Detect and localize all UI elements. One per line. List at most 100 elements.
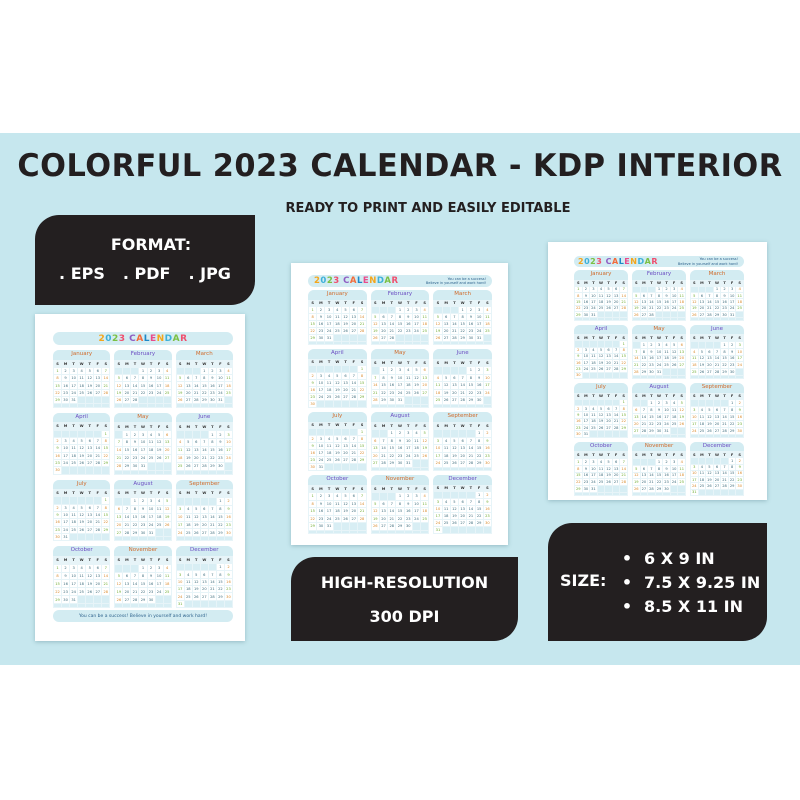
day-cell: 6 <box>184 375 192 382</box>
day-cell: 28 <box>208 593 216 600</box>
day-cell: 21 <box>131 588 139 596</box>
month-name: October <box>308 475 367 485</box>
empty-cell <box>678 434 685 437</box>
day-cell: 7 <box>450 314 459 321</box>
day-cell: 20 <box>459 513 467 520</box>
day-cell: 12 <box>450 445 459 452</box>
day-cell: 7 <box>192 375 200 382</box>
empty-cell <box>582 399 590 406</box>
day-cell: 11 <box>663 348 670 355</box>
empty-cell <box>333 366 341 373</box>
day-cell: 23 <box>62 389 70 397</box>
day-cell: 31 <box>590 311 597 318</box>
weekday-label: T <box>131 490 139 497</box>
empty-cell <box>163 604 171 607</box>
weekday-label: M <box>379 422 388 429</box>
day-cell: 30 <box>475 397 483 404</box>
day-cell: 30 <box>216 462 224 470</box>
empty-cell <box>590 341 597 347</box>
day-cell: 28 <box>379 460 388 467</box>
empty-cell <box>691 286 698 293</box>
day-cell: 25 <box>176 462 184 470</box>
day-cell: 6 <box>350 493 358 500</box>
calendar-title: 2023 CALENDAR <box>578 257 658 266</box>
day-cell: 10 <box>412 500 421 507</box>
empty-cell <box>467 342 475 344</box>
day-cell: 18 <box>691 362 698 369</box>
weekday-label: F <box>216 360 224 367</box>
day-cell: 4 <box>678 286 685 293</box>
day-cell: 11 <box>147 439 155 446</box>
empty-cell <box>434 467 442 470</box>
day-cell: 15 <box>396 321 404 328</box>
day-cell: 19 <box>421 445 429 452</box>
day-cell: 14 <box>94 445 102 452</box>
day-cell: 22 <box>713 305 721 311</box>
day-cell: 14 <box>640 414 648 420</box>
day-cell: 24 <box>155 389 163 397</box>
day-cell: 22 <box>358 387 366 394</box>
month-name: May <box>114 412 172 423</box>
day-cell: 19 <box>86 580 94 588</box>
day-cell: 11 <box>421 500 429 507</box>
day-cell: 31 <box>70 397 78 404</box>
day-grid: S M T W T F S 1 2 3 4 5 6 7 8 9 10 11 12 13 14 15 16 17 18 19 20 21… <box>371 300 430 346</box>
day-cell: 16 <box>663 299 670 305</box>
day-cell: 16 <box>139 513 147 521</box>
empty-cell <box>582 372 590 378</box>
month-june: June S M T W T F S 1 2 3 4 5 6 7 8 9 10 11 12 13 14 15 16 17 18 19… <box>433 349 492 408</box>
empty-cell <box>475 467 483 470</box>
day-cell: 17 <box>582 360 590 366</box>
day-cell: 25 <box>325 457 333 464</box>
day-cell: 5 <box>341 307 350 314</box>
weekday-label: S <box>575 393 582 399</box>
weekday-label: W <box>459 300 467 307</box>
day-cell: 5 <box>333 373 341 380</box>
day-grid: S M T W T F S 1 2 3 4 5 6 7 8 9 10 11 12 13 14 15 16 17 18 19 20 21… <box>690 334 744 379</box>
day-cell: 22 <box>54 389 62 397</box>
empty-cell <box>388 467 396 470</box>
day-cell: 4 <box>597 286 605 293</box>
day-cell: 17 <box>728 299 736 305</box>
weekday-label: T <box>388 422 396 429</box>
empty-cell <box>325 530 333 533</box>
day-cell: 17 <box>155 580 163 588</box>
empty-cell <box>442 342 450 344</box>
day-cell: 16 <box>655 414 663 420</box>
empty-cell <box>421 342 429 344</box>
weekday-label: W <box>333 359 341 366</box>
day-cell: 28 <box>94 459 102 467</box>
empty-cell <box>597 493 605 495</box>
weekday-label: T <box>131 556 139 564</box>
empty-cell <box>341 335 350 342</box>
weekday-label: W <box>200 490 208 497</box>
weekday-label: W <box>713 335 721 341</box>
day-cell: 12 <box>678 407 685 414</box>
empty-cell <box>184 497 192 505</box>
weekday-label: T <box>86 556 94 564</box>
weekday-label: F <box>155 556 163 564</box>
day-cell: 6 <box>192 439 200 446</box>
day-cell: 6 <box>605 406 612 412</box>
day-cell: 26 <box>176 397 184 404</box>
month-september: September S M T W T F S 1 2 3 4 5 6 7 8 9 10 11 12 13 14 15 16 1… <box>175 479 233 542</box>
day-cell: 21 <box>200 454 208 462</box>
day-cell: 5 <box>442 374 450 381</box>
empty-cell <box>341 366 350 373</box>
day-cell: 14 <box>131 580 139 588</box>
day-cell: 10 <box>590 465 597 472</box>
weekday-label: T <box>663 280 670 286</box>
day-cell: 29 <box>358 457 366 464</box>
weekday-label: S <box>115 423 123 431</box>
day-cell: 21 <box>102 382 110 389</box>
weekday-label: S <box>575 452 582 458</box>
empty-cell <box>450 467 459 470</box>
day-cell: 17 <box>582 418 590 424</box>
empty-cell <box>350 464 358 470</box>
month-name: April <box>308 349 367 359</box>
empty-cell <box>612 431 620 437</box>
empty-cell <box>224 470 232 474</box>
day-cell: 30 <box>147 596 155 604</box>
day-cell: 14 <box>612 353 620 360</box>
day-cell: 9 <box>467 314 475 321</box>
